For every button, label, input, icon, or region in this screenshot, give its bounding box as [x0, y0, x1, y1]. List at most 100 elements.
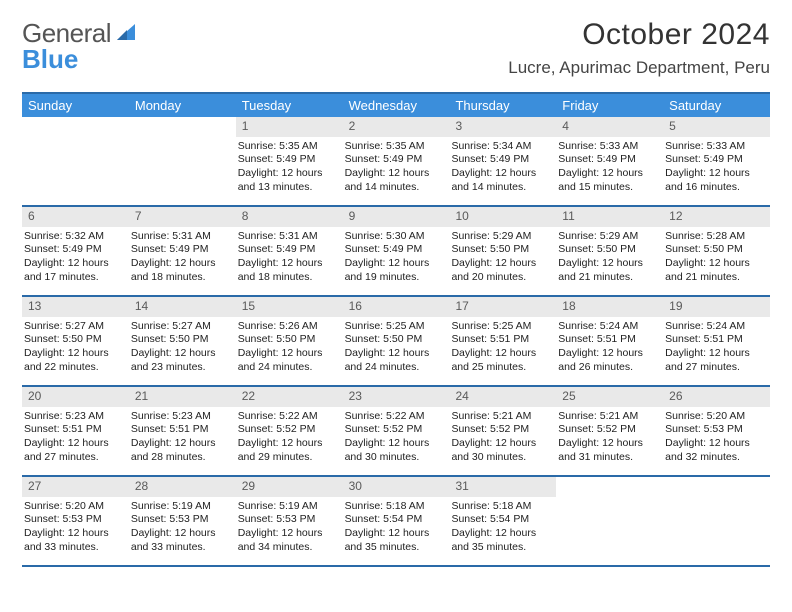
day-body: Sunrise: 5:24 AMSunset: 5:51 PMDaylight:…: [663, 317, 770, 378]
daylight: Daylight: 12 hours and 14 minutes.: [451, 167, 554, 194]
day-body: Sunrise: 5:22 AMSunset: 5:52 PMDaylight:…: [236, 407, 343, 468]
day-cell: [129, 117, 236, 205]
daylight: Daylight: 12 hours and 31 minutes.: [558, 437, 661, 464]
sunset: Sunset: 5:52 PM: [558, 423, 661, 437]
day-body: Sunrise: 5:29 AMSunset: 5:50 PMDaylight:…: [449, 227, 556, 288]
dow-mon: Monday: [129, 94, 236, 117]
day-cell: 28Sunrise: 5:19 AMSunset: 5:53 PMDayligh…: [129, 477, 236, 565]
sunset: Sunset: 5:49 PM: [451, 153, 554, 167]
header: General October 2024 Lucre, Apurimac Dep…: [22, 18, 770, 78]
day-cell: 12Sunrise: 5:28 AMSunset: 5:50 PMDayligh…: [663, 207, 770, 295]
sunrise: Sunrise: 5:27 AM: [24, 320, 127, 334]
day-number: 15: [236, 297, 343, 317]
sunset: Sunset: 5:50 PM: [558, 243, 661, 257]
sail-icon: [115, 18, 137, 49]
day-body: Sunrise: 5:32 AMSunset: 5:49 PMDaylight:…: [22, 227, 129, 288]
day-body: Sunrise: 5:28 AMSunset: 5:50 PMDaylight:…: [663, 227, 770, 288]
sunrise: Sunrise: 5:20 AM: [24, 500, 127, 514]
day-body: Sunrise: 5:34 AMSunset: 5:49 PMDaylight:…: [449, 137, 556, 198]
day-cell: 4Sunrise: 5:33 AMSunset: 5:49 PMDaylight…: [556, 117, 663, 205]
day-number: 14: [129, 297, 236, 317]
day-body: Sunrise: 5:22 AMSunset: 5:52 PMDaylight:…: [343, 407, 450, 468]
day-body: Sunrise: 5:27 AMSunset: 5:50 PMDaylight:…: [129, 317, 236, 378]
dow-tue: Tuesday: [236, 94, 343, 117]
day-number: 4: [556, 117, 663, 137]
sunset: Sunset: 5:49 PM: [558, 153, 661, 167]
day-cell: 23Sunrise: 5:22 AMSunset: 5:52 PMDayligh…: [343, 387, 450, 475]
sunrise: Sunrise: 5:28 AM: [665, 230, 768, 244]
day-cell: 20Sunrise: 5:23 AMSunset: 5:51 PMDayligh…: [22, 387, 129, 475]
day-cell: [663, 477, 770, 565]
day-cell: 6Sunrise: 5:32 AMSunset: 5:49 PMDaylight…: [22, 207, 129, 295]
sunrise: Sunrise: 5:29 AM: [558, 230, 661, 244]
sunrise: Sunrise: 5:26 AM: [238, 320, 341, 334]
day-cell: 1Sunrise: 5:35 AMSunset: 5:49 PMDaylight…: [236, 117, 343, 205]
day-body: Sunrise: 5:27 AMSunset: 5:50 PMDaylight:…: [22, 317, 129, 378]
daylight: Daylight: 12 hours and 21 minutes.: [665, 257, 768, 284]
week-row: 20Sunrise: 5:23 AMSunset: 5:51 PMDayligh…: [22, 387, 770, 477]
day-cell: 22Sunrise: 5:22 AMSunset: 5:52 PMDayligh…: [236, 387, 343, 475]
sunset: Sunset: 5:49 PM: [345, 243, 448, 257]
sunrise: Sunrise: 5:22 AM: [345, 410, 448, 424]
sunset: Sunset: 5:49 PM: [238, 153, 341, 167]
day-body: Sunrise: 5:31 AMSunset: 5:49 PMDaylight:…: [236, 227, 343, 288]
day-body: Sunrise: 5:25 AMSunset: 5:51 PMDaylight:…: [449, 317, 556, 378]
day-body: Sunrise: 5:21 AMSunset: 5:52 PMDaylight:…: [449, 407, 556, 468]
day-cell: 30Sunrise: 5:18 AMSunset: 5:54 PMDayligh…: [343, 477, 450, 565]
brand-part2: Blue: [22, 44, 78, 75]
sunrise: Sunrise: 5:32 AM: [24, 230, 127, 244]
daylight: Daylight: 12 hours and 25 minutes.: [451, 347, 554, 374]
day-cell: 26Sunrise: 5:20 AMSunset: 5:53 PMDayligh…: [663, 387, 770, 475]
day-body: Sunrise: 5:23 AMSunset: 5:51 PMDaylight:…: [129, 407, 236, 468]
day-number: 9: [343, 207, 450, 227]
day-number: 26: [663, 387, 770, 407]
sunrise: Sunrise: 5:27 AM: [131, 320, 234, 334]
daylight: Daylight: 12 hours and 24 minutes.: [238, 347, 341, 374]
day-cell: [556, 477, 663, 565]
day-number: 27: [22, 477, 129, 497]
calendar: Sunday Monday Tuesday Wednesday Thursday…: [22, 92, 770, 567]
day-body: Sunrise: 5:33 AMSunset: 5:49 PMDaylight:…: [556, 137, 663, 198]
day-number: 12: [663, 207, 770, 227]
day-number: 3: [449, 117, 556, 137]
sunset: Sunset: 5:53 PM: [24, 513, 127, 527]
week-row: 6Sunrise: 5:32 AMSunset: 5:49 PMDaylight…: [22, 207, 770, 297]
sunset: Sunset: 5:52 PM: [345, 423, 448, 437]
title-block: October 2024 Lucre, Apurimac Department,…: [508, 18, 770, 78]
sunset: Sunset: 5:53 PM: [665, 423, 768, 437]
sunrise: Sunrise: 5:25 AM: [451, 320, 554, 334]
sunset: Sunset: 5:50 PM: [665, 243, 768, 257]
sunset: Sunset: 5:50 PM: [238, 333, 341, 347]
sunrise: Sunrise: 5:29 AM: [451, 230, 554, 244]
day-cell: 7Sunrise: 5:31 AMSunset: 5:49 PMDaylight…: [129, 207, 236, 295]
sunrise: Sunrise: 5:24 AM: [665, 320, 768, 334]
day-cell: 18Sunrise: 5:24 AMSunset: 5:51 PMDayligh…: [556, 297, 663, 385]
daylight: Daylight: 12 hours and 23 minutes.: [131, 347, 234, 374]
day-number: 11: [556, 207, 663, 227]
daylight: Daylight: 12 hours and 13 minutes.: [238, 167, 341, 194]
sunset: Sunset: 5:50 PM: [131, 333, 234, 347]
day-body: Sunrise: 5:19 AMSunset: 5:53 PMDaylight:…: [129, 497, 236, 558]
daylight: Daylight: 12 hours and 22 minutes.: [24, 347, 127, 374]
month-title: October 2024: [508, 18, 770, 52]
day-cell: 25Sunrise: 5:21 AMSunset: 5:52 PMDayligh…: [556, 387, 663, 475]
dow-thu: Thursday: [449, 94, 556, 117]
sunset: Sunset: 5:49 PM: [24, 243, 127, 257]
day-body: Sunrise: 5:24 AMSunset: 5:51 PMDaylight:…: [556, 317, 663, 378]
daylight: Daylight: 12 hours and 18 minutes.: [131, 257, 234, 284]
week-row: 27Sunrise: 5:20 AMSunset: 5:53 PMDayligh…: [22, 477, 770, 567]
daylight: Daylight: 12 hours and 18 minutes.: [238, 257, 341, 284]
daylight: Daylight: 12 hours and 17 minutes.: [24, 257, 127, 284]
sunrise: Sunrise: 5:31 AM: [238, 230, 341, 244]
day-cell: 10Sunrise: 5:29 AMSunset: 5:50 PMDayligh…: [449, 207, 556, 295]
daylight: Daylight: 12 hours and 20 minutes.: [451, 257, 554, 284]
sunrise: Sunrise: 5:18 AM: [451, 500, 554, 514]
day-cell: 21Sunrise: 5:23 AMSunset: 5:51 PMDayligh…: [129, 387, 236, 475]
sunrise: Sunrise: 5:24 AM: [558, 320, 661, 334]
dow-sat: Saturday: [663, 94, 770, 117]
sunset: Sunset: 5:49 PM: [665, 153, 768, 167]
sunrise: Sunrise: 5:35 AM: [238, 140, 341, 154]
sunset: Sunset: 5:52 PM: [238, 423, 341, 437]
day-of-week-row: Sunday Monday Tuesday Wednesday Thursday…: [22, 94, 770, 117]
day-cell: [22, 117, 129, 205]
